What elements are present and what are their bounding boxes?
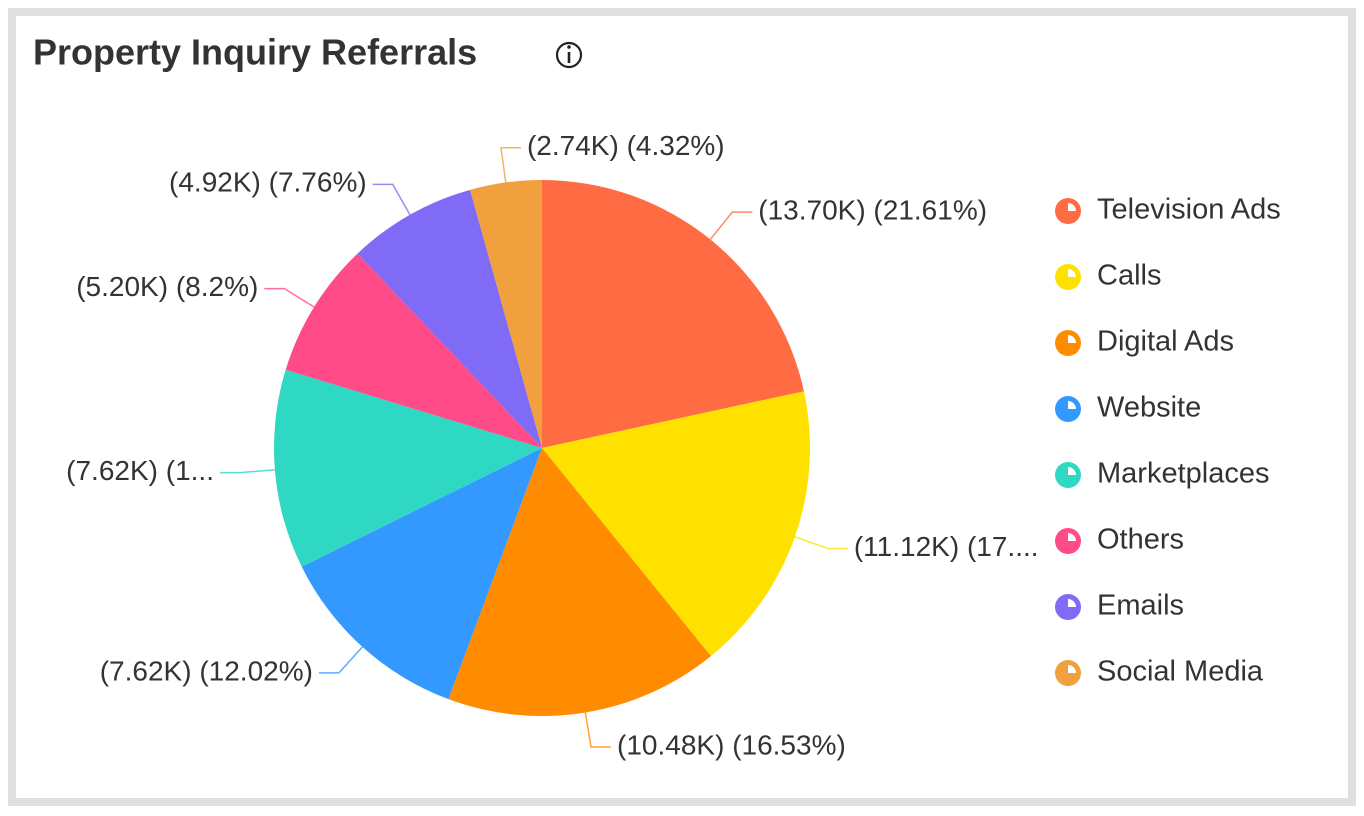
info-icon[interactable] [555,41,583,69]
pie-slice[interactable] [357,189,542,448]
leader-line [794,536,848,550]
data-label: (10.48K) (16.53%) [617,729,846,760]
legend-label[interactable]: Website [1097,392,1201,424]
leader-line [219,469,275,474]
legend-marker-wedge [1068,467,1076,475]
legend-label[interactable]: Calls [1097,260,1161,292]
data-label: (5.20K) (8.2%) [76,271,258,302]
data-label: (2.74K) (4.32%) [527,130,725,161]
legend-label[interactable]: Digital Ads [1097,326,1234,358]
data-label: (7.62K) (1... [66,455,214,486]
data-label: (13.70K) (21.61%) [758,195,987,226]
leader-line [709,211,753,240]
legend-marker-wedge [1068,533,1076,541]
legend-marker-wedge [1068,335,1076,343]
legend-marker-wedge [1068,599,1076,607]
legend-label[interactable]: Emails [1097,590,1184,622]
pie-slice[interactable] [285,253,542,448]
leader-line [372,183,411,216]
info-circle [555,41,583,69]
chart-title: Property Inquiry Referrals [33,32,477,73]
info-dot [567,45,571,49]
data-label: (7.62K) (12.02%) [100,655,313,686]
data-label: (4.92K) (7.76%) [169,167,367,198]
legend-label[interactable]: Others [1097,524,1184,556]
legend-label[interactable]: Television Ads [1097,194,1281,226]
legend-marker-wedge [1068,401,1076,409]
legend-label[interactable]: Social Media [1097,656,1264,688]
pie-slice[interactable] [301,448,542,700]
pie-slice[interactable] [470,180,542,448]
legend-marker-wedge [1068,665,1076,673]
leader-line [318,646,363,674]
legend-label[interactable]: Marketplaces [1097,458,1269,490]
pie-slice[interactable] [542,180,804,448]
pie-slice[interactable] [448,448,711,716]
legend-marker-wedge [1068,203,1076,211]
pie-slice[interactable] [542,391,810,657]
leader-line [500,147,521,183]
leader-line [584,712,612,748]
data-label: (11.12K) (17.... [854,531,1039,562]
leader-line [264,287,315,308]
pie-slice[interactable] [273,369,542,567]
legend-marker-wedge [1068,269,1076,277]
